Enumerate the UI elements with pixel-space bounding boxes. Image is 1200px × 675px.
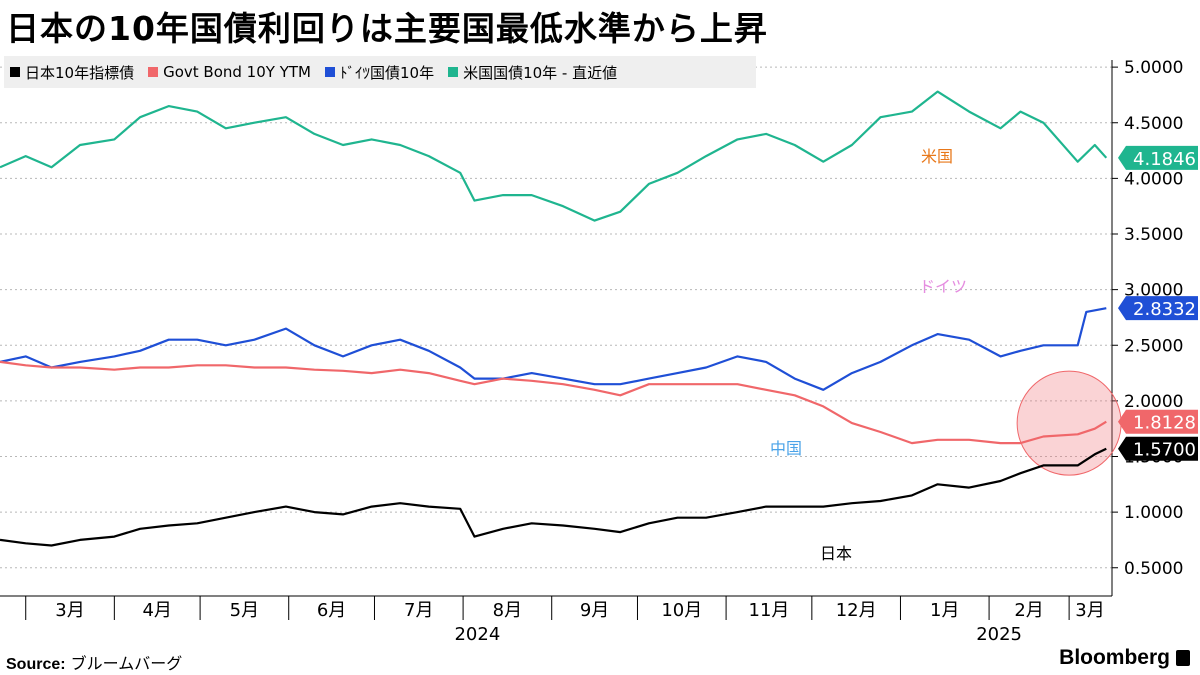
last-value-label: 1.8128 — [1133, 413, 1196, 434]
y-tick-label: 4.5000 — [1124, 114, 1183, 134]
source-label: Source: — [6, 656, 66, 673]
x-tick-label: 12月 — [836, 600, 877, 621]
last-value-label: 4.1846 — [1133, 149, 1196, 170]
x-tick-label: 2月 — [1014, 600, 1043, 621]
last-value-tag — [1118, 145, 1198, 170]
x-year-label: 2025 — [976, 624, 1022, 645]
x-tick-label: 3月 — [55, 600, 84, 621]
series-label: 中国 — [770, 439, 802, 458]
x-tick-label: 1月 — [930, 600, 959, 621]
legend-swatch — [324, 67, 335, 77]
legend-label: ﾄﾞｲﾂ国債10年 — [339, 63, 435, 82]
legend-item-japan: 日本10年指標債 — [10, 62, 134, 83]
legend-item-germany: ﾄﾞｲﾂ国債10年 — [324, 62, 435, 83]
last-value-tag — [1118, 409, 1198, 434]
legend-item-china: Govt Bond 10Y YTM — [148, 63, 311, 81]
last-value-label: 2.8332 — [1133, 299, 1196, 320]
brand-logo-icon — [1176, 650, 1190, 666]
y-tick-label: 1.0000 — [1124, 503, 1183, 523]
last-value-tag — [1118, 436, 1198, 461]
last-value-tag — [1118, 296, 1198, 321]
legend-label: 日本10年指標債 — [25, 63, 135, 82]
chart-title: 日本の10年国債利回りは主要国最低水準から上昇 — [6, 9, 768, 48]
x-tick-label: 4月 — [142, 600, 171, 621]
x-tick-label: 3月 — [1075, 600, 1104, 621]
y-tick-label: 2.0000 — [1124, 392, 1183, 412]
series-label: 日本 — [820, 544, 852, 563]
brand-name: Bloomberg — [1059, 646, 1170, 669]
x-tick-label: 9月 — [580, 600, 609, 621]
series-label: 米国 — [921, 147, 953, 166]
y-tick-label: 0.5000 — [1124, 559, 1183, 579]
legend-item-us: 米国国債10年 - 直近値 — [448, 62, 617, 83]
x-tick-label: 6月 — [317, 600, 346, 621]
x-tick-label: 10月 — [661, 600, 702, 621]
legend-swatch — [448, 67, 459, 77]
y-tick-label: 4.0000 — [1124, 169, 1183, 189]
series-line — [0, 360, 1107, 445]
legend-swatch — [148, 67, 159, 77]
x-year-label: 2024 — [454, 624, 500, 645]
x-tick-label: 8月 — [493, 600, 522, 621]
legend-swatch — [10, 67, 20, 77]
legend: 日本10年指標債 Govt Bond 10Y YTM ﾄﾞｲﾂ国債10年 米国国… — [4, 56, 756, 88]
brand: Bloomberg — [1059, 646, 1190, 670]
series-line — [0, 90, 1108, 222]
y-tick-label: 3.0000 — [1124, 281, 1183, 301]
y-tick-label: 3.5000 — [1124, 225, 1183, 245]
legend-label: 米国国債10年 - 直近値 — [463, 63, 618, 82]
series-line — [0, 447, 1107, 547]
legend-label: Govt Bond 10Y YTM — [163, 63, 311, 81]
source-note: Source: ブルームバーグ — [6, 650, 182, 674]
x-tick-label: 7月 — [404, 600, 433, 621]
x-tick-label: 5月 — [230, 600, 259, 621]
source-text: ブルームバーグ — [70, 654, 183, 673]
y-tick-label: 2.5000 — [1124, 336, 1183, 356]
series-label: ドイツ — [919, 277, 967, 296]
series-line — [0, 307, 1107, 391]
last-value-label: 1.5700 — [1133, 440, 1196, 461]
x-tick-label: 11月 — [749, 600, 790, 621]
y-tick-label: 5.0000 — [1124, 58, 1183, 78]
